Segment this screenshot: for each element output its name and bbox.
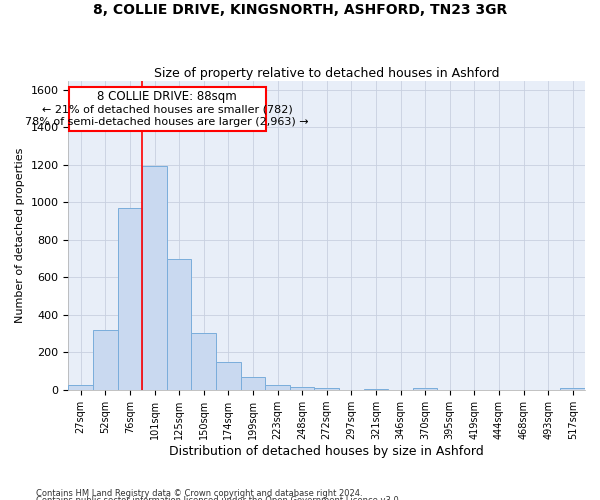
Text: 78% of semi-detached houses are larger (2,963) →: 78% of semi-detached houses are larger (… (25, 118, 309, 128)
Bar (118, 208, 142, 390)
Bar (142, 166, 167, 390)
X-axis label: Distribution of detached houses by size in Ashford: Distribution of detached houses by size … (169, 444, 484, 458)
Bar (68, 385, 93, 390)
Text: Contains HM Land Registry data © Crown copyright and database right 2024.: Contains HM Land Registry data © Crown c… (36, 488, 362, 498)
Text: 8 COLLIE DRIVE: 88sqm: 8 COLLIE DRIVE: 88sqm (97, 90, 237, 102)
Bar (191, 332, 216, 390)
Bar (241, 376, 265, 390)
Text: ← 21% of detached houses are smaller (782): ← 21% of detached houses are smaller (78… (42, 104, 293, 114)
Bar (364, 389, 388, 390)
Bar (167, 258, 191, 390)
Bar (413, 388, 437, 390)
Bar (216, 362, 241, 390)
Bar (265, 385, 290, 390)
Y-axis label: Number of detached properties: Number of detached properties (15, 148, 25, 323)
Bar (290, 387, 314, 390)
Title: Size of property relative to detached houses in Ashford: Size of property relative to detached ho… (154, 66, 499, 80)
Bar (560, 388, 585, 390)
Bar (314, 388, 339, 390)
Text: Contains public sector information licensed under the Open Government Licence v3: Contains public sector information licen… (36, 496, 401, 500)
FancyBboxPatch shape (69, 87, 266, 131)
Text: 8, COLLIE DRIVE, KINGSNORTH, ASHFORD, TN23 3GR: 8, COLLIE DRIVE, KINGSNORTH, ASHFORD, TN… (93, 2, 507, 16)
Bar (93, 330, 118, 390)
